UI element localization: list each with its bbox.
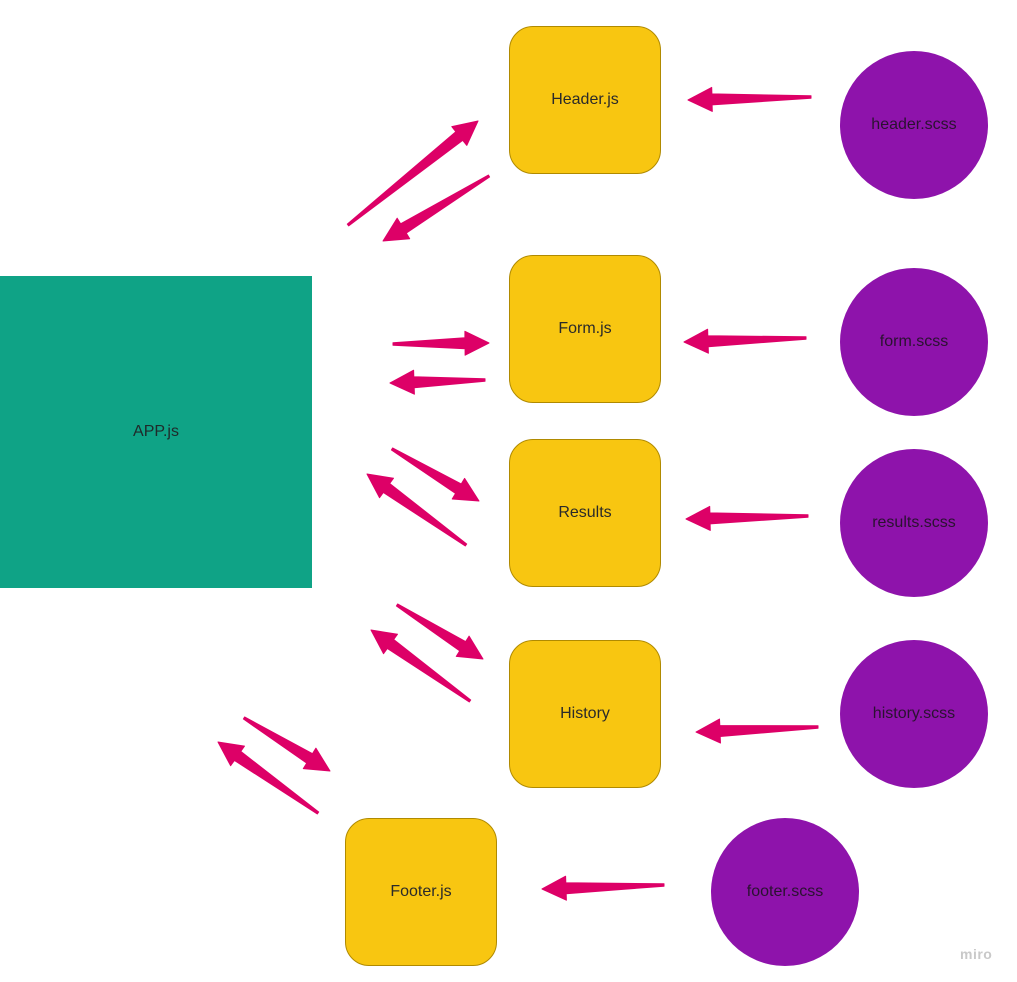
history-component-label: History — [560, 705, 610, 722]
arrow-app-to-form[interactable] — [392, 330, 490, 356]
arrow-results-scss-to-results[interactable] — [685, 505, 809, 531]
form-scss-node[interactable]: form.scss — [840, 268, 988, 416]
arrow-footer-to-app[interactable] — [217, 741, 320, 815]
arrow-app-to-results[interactable] — [390, 447, 480, 502]
arrow-results-to-app[interactable] — [366, 473, 468, 547]
results-component-node[interactable]: Results — [509, 439, 661, 587]
history-scss-node[interactable]: history.scss — [840, 640, 988, 788]
header-scss-label: header.scss — [871, 116, 957, 133]
arrow-header-to-app[interactable] — [382, 174, 491, 242]
header-component-node[interactable]: Header.js — [509, 26, 661, 174]
arrow-form-scss-to-form[interactable] — [683, 328, 807, 354]
arrow-history-to-app[interactable] — [370, 629, 472, 703]
arrow-app-to-history[interactable] — [395, 603, 484, 660]
arrow-app-to-footer[interactable] — [242, 716, 331, 772]
arrow-form-to-app[interactable] — [389, 369, 486, 395]
footer-scss-node[interactable]: footer.scss — [711, 818, 859, 966]
miro-watermark: miro — [960, 946, 993, 962]
app-node[interactable]: APP.js — [0, 276, 312, 588]
footer-component-node[interactable]: Footer.js — [345, 818, 497, 966]
results-scss-label: results.scss — [872, 514, 956, 531]
history-component-node[interactable]: History — [509, 640, 661, 788]
footer-scss-label: footer.scss — [746, 883, 824, 900]
header-scss-node[interactable]: header.scss — [840, 51, 988, 199]
footer-component-label: Footer.js — [390, 883, 452, 900]
form-component-node[interactable]: Form.js — [509, 255, 661, 403]
arrow-header-scss-to-header[interactable] — [687, 86, 812, 112]
arrow-app-to-header[interactable] — [346, 120, 479, 227]
history-scss-label: history.scss — [872, 705, 956, 722]
results-component-label: Results — [558, 504, 612, 521]
results-scss-node[interactable]: results.scss — [840, 449, 988, 597]
header-component-label: Header.js — [551, 91, 619, 108]
app-node-label: APP.js — [133, 423, 179, 440]
form-component-label: Form.js — [558, 320, 612, 337]
arrow-history-scss-to-history[interactable] — [695, 718, 819, 744]
form-scss-label: form.scss — [879, 333, 949, 350]
arrow-footer-scss-to-footer[interactable] — [541, 875, 665, 901]
